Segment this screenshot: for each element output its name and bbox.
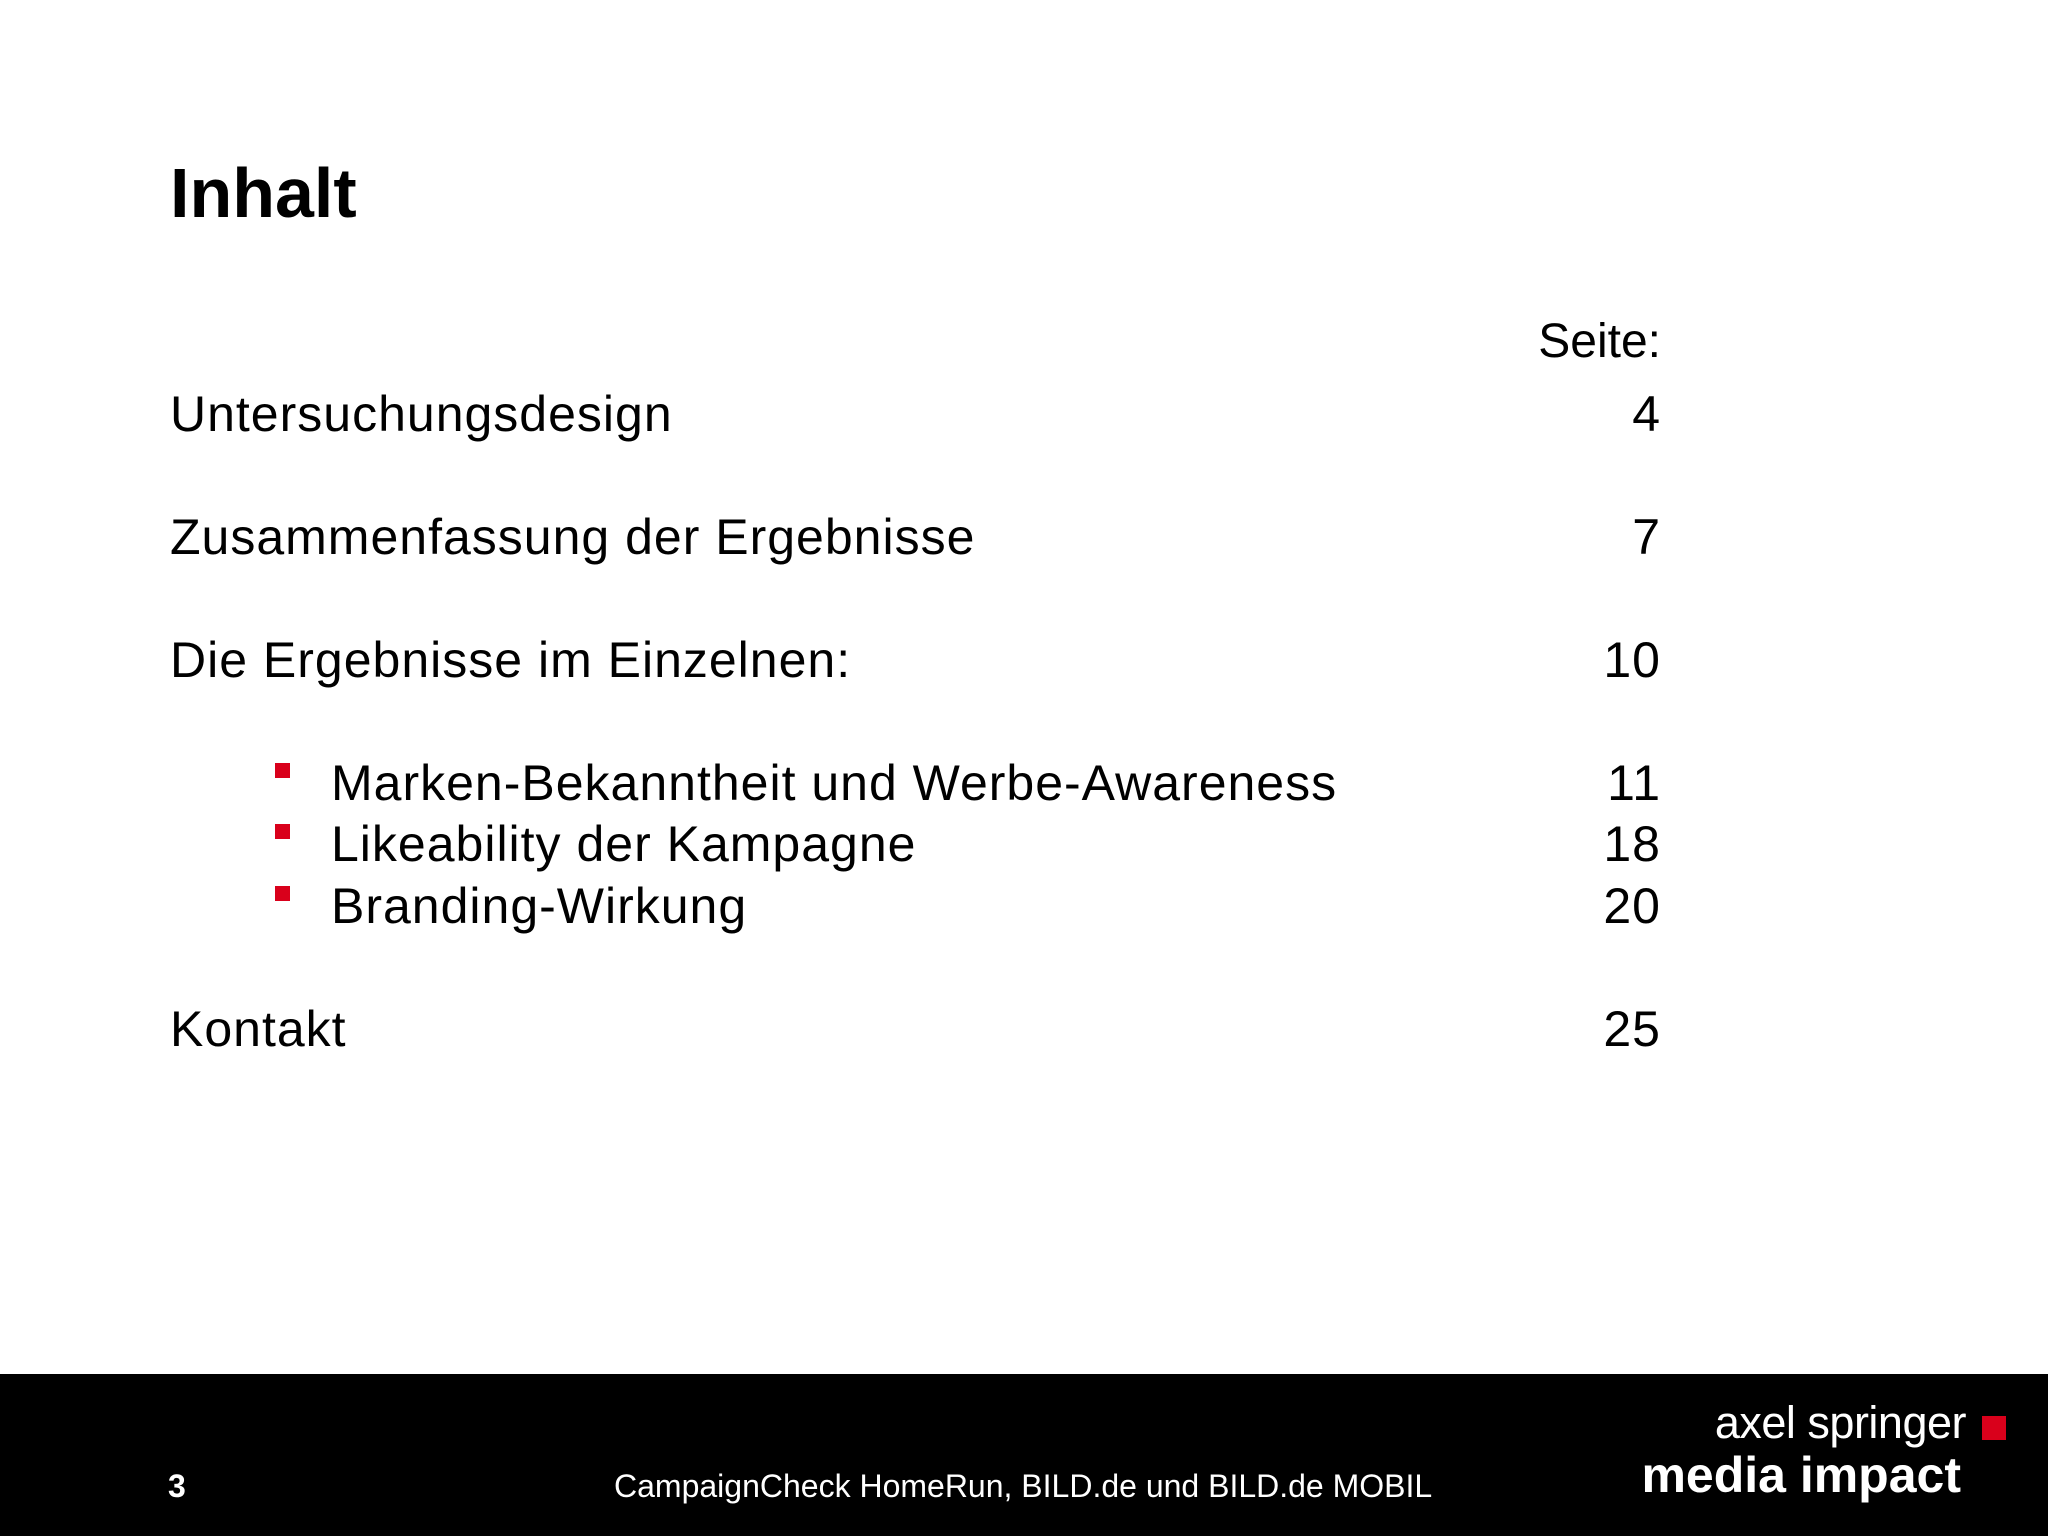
toc-entry-label: Marken-Bekanntheit und Werbe-Awareness <box>331 755 1338 811</box>
toc-entry-page: 11 <box>1607 755 1661 811</box>
logo-line-1: axel springer <box>1714 1397 1967 1448</box>
toc-subentry: Likeability der Kampagne 18 <box>170 814 1661 874</box>
toc-entry: Die Ergebnisse im Einzelnen: 10 <box>170 630 1661 690</box>
toc-entry: Zusammenfassung der Ergebnisse 7 <box>170 507 1661 567</box>
toc-entry-page: 7 <box>1632 509 1661 565</box>
logo-square-icon <box>1982 1416 2006 1440</box>
toc-entry-label: Die Ergebnisse im Einzelnen: <box>170 632 852 688</box>
toc-entry-page: 10 <box>1603 632 1661 688</box>
toc-subentry: Marken-Bekanntheit und Werbe-Awareness 1… <box>170 753 1661 813</box>
axel-springer-logo: axel springer media impact <box>1606 1400 2006 1510</box>
toc-entry-page: 4 <box>1632 386 1661 442</box>
toc-entry-page: 20 <box>1603 878 1661 934</box>
footer-bar: 3 CampaignCheck HomeRun, BILD.de und BIL… <box>0 1374 2048 1536</box>
toc-entry-label: Kontakt <box>170 1001 347 1057</box>
toc-entry-label: Zusammenfassung der Ergebnisse <box>170 509 976 565</box>
toc-subentry: Branding-Wirkung 20 <box>170 876 1661 936</box>
toc-entry-label: Untersuchungsdesign <box>170 386 673 442</box>
slide: Inhalt Seite: Untersuchungsdesign 4 Zusa… <box>170 154 1661 1059</box>
bullet-square-icon <box>275 824 290 839</box>
logo-line-2: media impact <box>1641 1447 1961 1503</box>
toc-entry-page: 25 <box>1603 1001 1661 1057</box>
toc-entry: Kontakt 25 <box>170 999 1661 1059</box>
page-column-label: Seite: <box>1538 315 1661 368</box>
footer-page-number: 3 <box>168 1468 186 1504</box>
toc-entry-label: Likeability der Kampagne <box>331 816 917 872</box>
page-title: Inhalt <box>170 154 357 232</box>
bullet-square-icon <box>275 763 290 778</box>
bullet-square-icon <box>275 886 290 901</box>
toc-entry: Untersuchungsdesign 4 <box>170 384 1661 444</box>
footer-caption: CampaignCheck HomeRun, BILD.de und BILD.… <box>614 1468 1433 1504</box>
toc-entry-label: Branding-Wirkung <box>331 878 748 934</box>
toc-entry-page: 18 <box>1603 816 1661 872</box>
